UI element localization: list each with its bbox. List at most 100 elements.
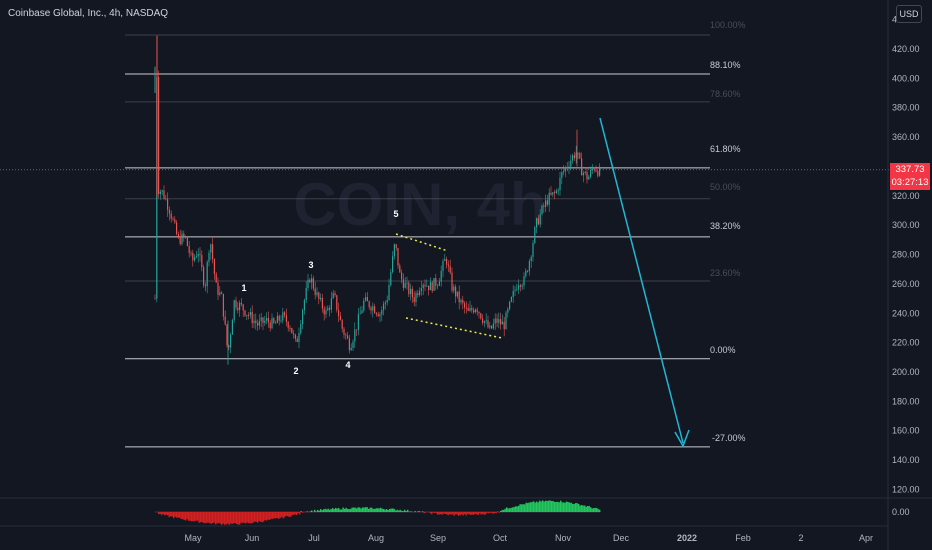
candle-body [289,327,291,329]
oscillator-bar [528,502,530,512]
candle-body [294,334,296,339]
oscillator-bar [468,512,470,515]
oscillator-bar [182,512,184,520]
currency-button[interactable]: USD [896,5,922,23]
oscillator-bar [591,508,593,512]
wave-labels: 1 2 3 4 5 [241,209,398,376]
oscillator-bar [228,512,230,525]
oscillator-bar [362,507,364,512]
price-tick: 140.00 [892,455,920,465]
last-price-tag: 337.73 03:27:13 [890,163,930,190]
oscillator-bar [284,512,286,518]
oscillator-bar [404,509,406,512]
candle-body [201,255,203,268]
oscillator-bar [173,512,175,519]
oscillator-bar [321,510,323,512]
fib-label: 61.80% [710,144,741,154]
candle-body [516,289,518,291]
candle-body [343,328,345,335]
arrow-shaft [599,117,684,444]
candle-body [249,311,251,316]
oscillator-bar [399,509,401,512]
candle-body [494,318,496,324]
candle-body [518,285,520,290]
oscillator-bar [245,512,247,524]
candle-body [577,152,579,154]
candle-body [537,218,539,225]
candle-body [410,288,412,295]
oscillator-bar [168,512,170,518]
oscillator-bar [257,512,259,523]
candle-body [296,338,298,343]
candle-body [181,233,183,244]
candle-body [163,190,165,199]
candle-body [309,279,311,283]
oscillator-bar [197,512,199,521]
last-price: 337.73 [895,164,925,175]
candle-body [267,318,269,323]
candle-body [375,313,377,315]
oscillator-bar [347,509,349,512]
oscillator-bar [293,512,295,515]
oscillator-bar [383,508,385,512]
candle-body [510,297,512,302]
candle-body [339,316,341,321]
oscillator-bar [429,512,431,514]
oscillator-bar [326,509,328,512]
candle-body [467,307,469,311]
candle-body [597,171,599,176]
oscillator-bar [239,512,241,525]
oscillator-bar [191,512,193,522]
candle-body [521,285,523,287]
oscillator-bar [351,507,353,512]
oscillator-bar [435,512,437,514]
oscillator-bar [561,502,563,512]
oscillator-bar [510,507,512,512]
oscillator-bar [254,512,256,522]
oscillator-bar [431,512,433,515]
oscillator-bar [357,507,359,512]
oscillator-bar [176,512,178,518]
oscillator-bar [564,502,566,512]
candle-body [554,192,556,194]
oscillator-bar [494,512,496,514]
candle-body [264,320,266,323]
oscillator-bar [537,502,539,512]
oscillator-bar [597,509,599,512]
candle-body [192,252,194,261]
candle-body [246,314,248,316]
oscillator-bar [371,507,373,512]
candle-body [212,244,214,260]
candle-body [228,345,230,348]
oscillator-bar [207,512,209,523]
bar-countdown: 03:27:13 [891,177,929,188]
candle-body [582,172,584,176]
oscillator-bar [501,509,503,512]
candle-body [397,247,399,266]
candle-body [257,323,259,326]
oscillator-bar [320,509,322,512]
candle-body [546,200,548,205]
candle-body [469,308,471,311]
price-tick: 220.00 [892,338,920,348]
candle-body [356,329,358,331]
candle-body [393,244,395,257]
oscillator-bar [233,512,235,524]
candle-body [327,308,329,311]
candle-body [275,322,277,324]
oscillator-bar [263,512,265,522]
oscillator-bar [461,512,463,515]
candle-body [374,306,376,314]
candle-body [361,310,363,314]
oscillator-bar [240,512,242,523]
oscillator-bar [201,512,203,523]
oscillator-bar [444,512,446,515]
candle-body [536,218,538,228]
candle-body [323,308,325,315]
candle-body [404,282,406,288]
candle-body [399,265,401,273]
candle-body [487,320,489,328]
candle-body [311,278,313,283]
